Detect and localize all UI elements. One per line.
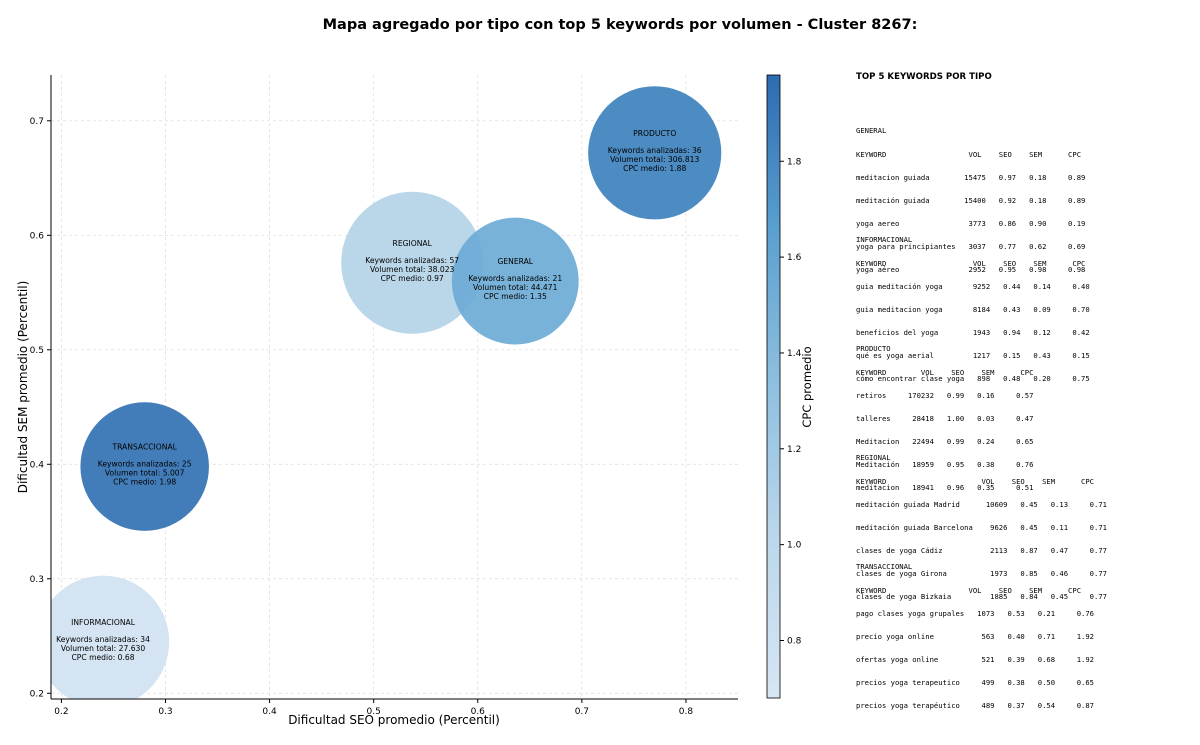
- bubble-label-label-volume: Volumen total: 306.813: [610, 155, 699, 164]
- table-line: INFORMACIONAL: [856, 235, 913, 245]
- colorbar-tick-label: 1.0: [787, 541, 802, 551]
- table-line: Meditación 18959 0.95 0.38 0.76: [856, 459, 1034, 469]
- bubble-label-name: INFORMACIONAL: [71, 618, 136, 627]
- table-line: KEYWORD VOL SEO SEM CPC: [856, 258, 1086, 268]
- table-line: KEYWORD VOL SEO SEM CPC: [856, 476, 1094, 486]
- table-line: PRODUCTO: [856, 344, 891, 354]
- bubble-label-label-volume: Volumen total: 38.023: [370, 265, 455, 274]
- colorbar-tick-label: 0.8: [787, 636, 802, 646]
- keyword-table-producto: PRODUCTO KEYWORD VOL SEO SEM CPC retiros…: [856, 330, 1033, 507]
- bubble-label-label-cpc: CPC medio: 1.88: [623, 164, 686, 173]
- bubble-transaccional: [80, 402, 209, 531]
- table-line: clases de yoga Girona 1973 0.85 0.46 0.7…: [856, 568, 1107, 578]
- table-line: ofertas yoga online 521 0.39 0.68 1.92: [856, 654, 1094, 664]
- colorbar-tick-label: 1.8: [787, 157, 802, 167]
- bubble-label-label-volume: Volumen total: 27.630: [61, 644, 146, 653]
- bubble-label-label-cpc: CPC medio: 1.98: [113, 478, 176, 487]
- bubble-label-name: TRANSACCIONAL: [111, 443, 177, 452]
- bubble-general: [451, 217, 579, 345]
- bubble-label-label-cpc: CPC medio: 0.68: [71, 653, 134, 662]
- bubble-label-label-volume: Volumen total: 44.471: [473, 283, 558, 292]
- bubble-label-name: GENERAL: [497, 257, 533, 266]
- colorbar-tick-label: 1.2: [787, 445, 801, 455]
- colorbar-gradient: [766, 74, 781, 699]
- table-line: KEYWORD VOL SEO SEM CPC: [856, 585, 1082, 595]
- table-line: guia meditación yoga 9252 0.44 0.14 0.40: [856, 281, 1090, 291]
- keyword-table-transaccional: TRANSACCIONAL KEYWORD VOL SEO SEM CPC pa…: [856, 548, 1094, 725]
- table-line: precios yoga terapeutico 499 0.38 0.50 0…: [856, 677, 1094, 687]
- table-line: KEYWORD VOL SEO SEM CPC: [856, 149, 1082, 159]
- y-tick-label: 0.4: [30, 460, 45, 470]
- table-line: retiros 170232 0.99 0.16 0.57: [856, 390, 1034, 400]
- x-tick-label: 0.7: [575, 707, 589, 717]
- ticks: 0.2 0.3 0.4 0.5 0.6 0.7 0.8 0.2 0.3 0.4 0.5 0.6 0.7: [30, 117, 694, 717]
- bubble-producto: [588, 86, 722, 220]
- colorbar-label: CPC promedio: [800, 346, 814, 427]
- table-line: meditación guiada Madrid 10609 0.45 0.13…: [856, 499, 1107, 509]
- colorbar-tick-label: 1.6: [787, 253, 802, 263]
- bubble-label-label-keywords: Keywords analizadas: 25: [98, 460, 192, 469]
- table-line: guia meditacion yoga 8184 0.43 0.09 0.70: [856, 304, 1090, 314]
- grid: [51, 75, 738, 699]
- x-tick-label: 0.5: [367, 707, 381, 717]
- bubble-label-name: PRODUCTO: [633, 129, 676, 138]
- bubble-label-name: REGIONAL: [393, 239, 433, 248]
- table-line: KEYWORD VOL SEO SEM CPC: [856, 367, 1034, 377]
- keyword-table-regional: REGIONAL KEYWORD VOL SEO SEM CPC meditac…: [856, 439, 1107, 616]
- table-line: precios yoga terapéutico 489 0.37 0.54 0…: [856, 701, 1094, 711]
- y-axis-label: Dificultad SEM promedio (Percentil): [16, 281, 30, 494]
- table-line: REGIONAL: [856, 453, 891, 463]
- table-line: clases de yoga Cádiz 2113 0.87 0.47 0.77: [856, 545, 1107, 555]
- table-line: yoga para principiantes 3037 0.77 0.62 0…: [856, 241, 1086, 251]
- bubble-label-label-keywords: Keywords analizadas: 36: [608, 146, 702, 155]
- table-line: clases de yoga Bizkaia 1885 0.84 0.45 0.…: [856, 592, 1107, 602]
- table-line: talleres 28418 1.00 0.03 0.47: [856, 413, 1034, 423]
- bubble-label-label-keywords: Keywords analizadas: 34: [56, 635, 150, 644]
- colorbar-ticks: 0.8 1.0 1.2 1.4 1.6 1.8: [780, 157, 802, 646]
- keyword-table-informacional: INFORMACIONAL KEYWORD VOL SEO SEM CPC gu…: [856, 221, 1090, 398]
- table-line: meditación guiada 15400 0.92 0.18 0.89: [856, 195, 1086, 205]
- keyword-table-general: GENERAL KEYWORD VOL SEO SEM CPC meditaci…: [856, 112, 1085, 289]
- bubble-label-label-keywords: Keywords analizadas: 21: [468, 274, 562, 283]
- y-tick-label: 0.3: [30, 575, 44, 585]
- panel-title: TOP 5 KEYWORDS POR TIPO: [856, 72, 992, 82]
- bubbles: [51, 86, 722, 699]
- bubble-label-label-keywords: Keywords analizadas: 57: [365, 256, 459, 265]
- y-tick-label: 0.5: [30, 346, 44, 356]
- x-tick-label: 0.2: [54, 707, 68, 717]
- table-line: precio yoga online 563 0.40 0.71 1.92: [856, 631, 1094, 641]
- table-line: yoga aereo 3773 0.86 0.90 0.19: [856, 218, 1086, 228]
- colorbar: 0.8 1.0 1.2 1.4 1.6 1.8 CPC promedio: [766, 74, 814, 699]
- table-line: meditación guiada Barcelona 9626 0.45 0.…: [856, 522, 1107, 532]
- chart-title: Mapa agregado por tipo con top 5 keyword…: [322, 17, 918, 33]
- table-line: beneficios del yoga 1943 0.94 0.12 0.42: [856, 327, 1090, 337]
- y-tick-label: 0.2: [30, 689, 44, 699]
- colorbar-tick-label: 1.4: [787, 349, 802, 359]
- table-line: cómo encontrar clase yoga 898 0.48 0.20 …: [856, 374, 1090, 384]
- table-line: TRANSACCIONAL: [856, 562, 913, 572]
- bubble-label-label-cpc: CPC medio: 1.35: [484, 292, 547, 301]
- table-line: yoga aéreo 2952 0.95 0.98 0.98: [856, 265, 1086, 275]
- bubble-label-label-cpc: CPC medio: 0.97: [381, 274, 444, 283]
- bubble-informacional: [51, 575, 170, 699]
- table-line: Meditacion 22494 0.99 0.24 0.65: [856, 436, 1034, 446]
- table-line: pago clases yoga grupales 1073 0.53 0.21…: [856, 608, 1094, 618]
- x-tick-label: 0.3: [158, 707, 172, 717]
- x-tick-label: 0.4: [262, 707, 277, 717]
- bubble-regional: [341, 191, 484, 334]
- x-tick-label: 0.6: [471, 707, 486, 717]
- x-axis-label: Dificultad SEO promedio (Percentil): [288, 713, 500, 727]
- y-tick-label: 0.7: [30, 117, 44, 127]
- x-tick-label: 0.8: [679, 707, 694, 717]
- top-keywords-panel: TOP 5 KEYWORDS POR TIPO GENERAL KEYWORD …: [856, 72, 1107, 709]
- table-line: qué es yoga aerial 1217 0.15 0.43 0.15: [856, 350, 1090, 360]
- table-line: meditacion guiada 15475 0.97 0.18 0.89: [856, 172, 1086, 182]
- bubble-label-label-volume: Volumen total: 5.007: [105, 469, 185, 478]
- table-line: meditacion 18941 0.96 0.35 0.51: [856, 483, 1034, 493]
- y-tick-label: 0.6: [30, 231, 45, 241]
- table-line: GENERAL: [856, 126, 887, 136]
